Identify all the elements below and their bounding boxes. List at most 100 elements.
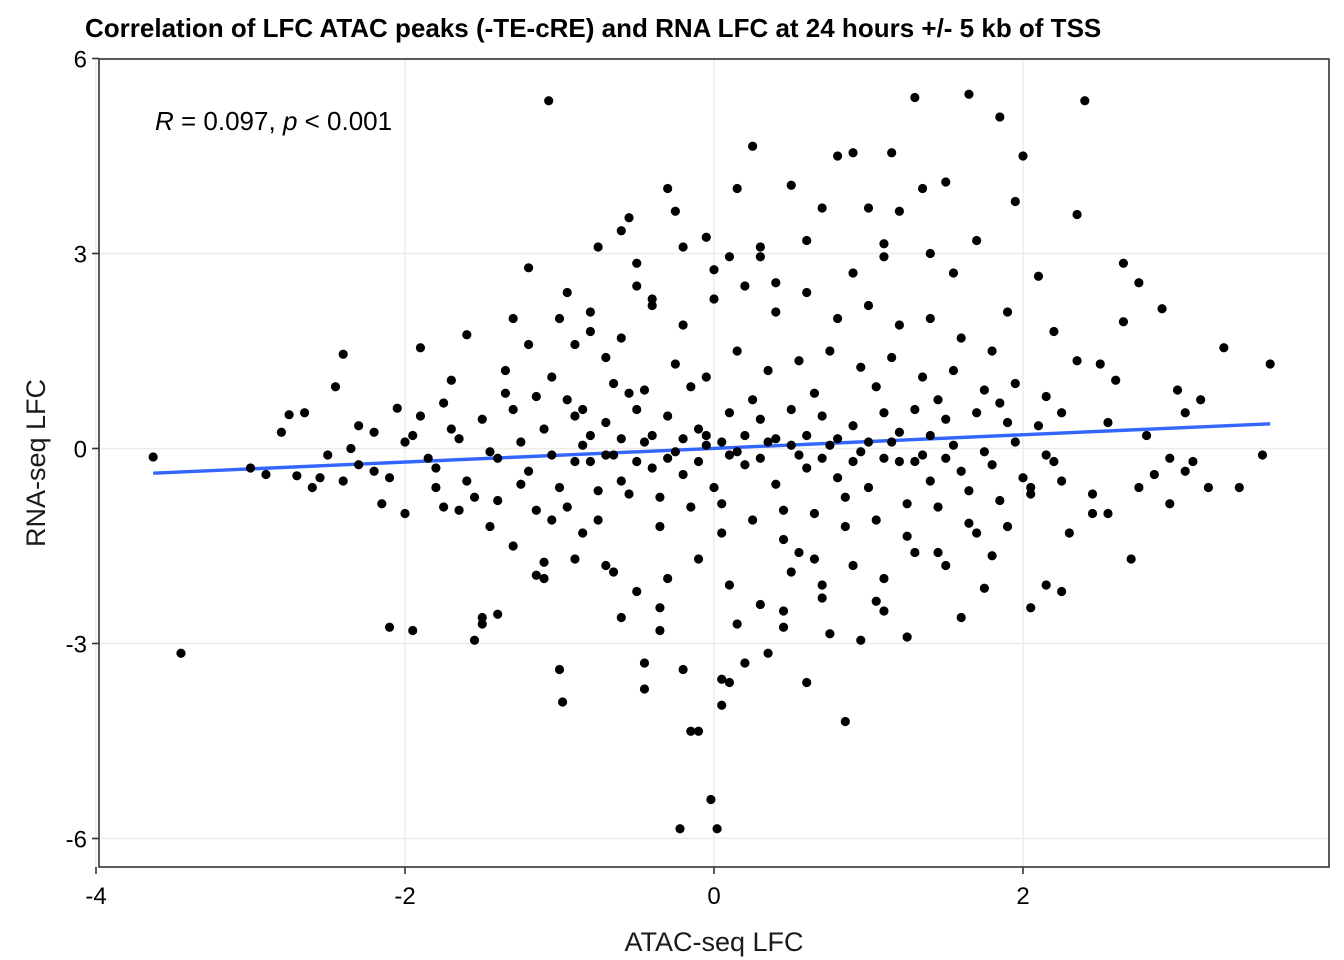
data-point — [678, 242, 688, 252]
data-point — [261, 469, 271, 480]
data-point — [902, 499, 912, 509]
data-point — [1010, 437, 1020, 447]
data-point — [655, 492, 665, 502]
axes: -4 -2 0 2 -6 -3 0 3 6 — [66, 47, 1030, 911]
data-point — [1180, 466, 1190, 476]
correlation-annotation: R = 0.097, p < 0.001 — [155, 106, 392, 136]
data-point — [802, 463, 812, 473]
data-point — [706, 794, 716, 805]
data-point — [917, 183, 928, 194]
data-point — [593, 242, 603, 252]
data-point — [717, 700, 727, 710]
data-point — [632, 586, 642, 597]
data-point — [825, 629, 835, 639]
data-point — [748, 141, 758, 151]
data-point — [547, 515, 557, 525]
data-point — [562, 287, 572, 298]
y-axis-title: RNA-seq LFC — [21, 379, 51, 547]
chart-title: Correlation of LFC ATAC peaks (-TE-cRE) … — [85, 13, 1101, 43]
data-point — [948, 440, 959, 450]
data-point — [516, 437, 526, 447]
data-point — [176, 648, 186, 658]
data-point — [848, 456, 858, 467]
data-point — [879, 606, 889, 616]
data-point — [500, 365, 511, 376]
data-point — [771, 479, 781, 489]
data-point — [948, 365, 959, 376]
r-symbol: R — [155, 106, 174, 136]
data-point — [833, 434, 843, 444]
data-point — [531, 391, 541, 402]
data-point — [717, 499, 727, 509]
data-point — [933, 502, 943, 512]
data-point — [292, 471, 302, 481]
data-point — [544, 96, 554, 106]
data-point — [794, 356, 804, 366]
data-point — [454, 505, 464, 515]
y-tick-label: 6 — [74, 47, 87, 74]
data-point — [585, 307, 596, 317]
data-point — [493, 609, 503, 619]
data-point — [245, 463, 256, 473]
data-point — [987, 460, 997, 470]
data-point — [439, 502, 449, 512]
data-point — [848, 560, 858, 571]
data-point — [493, 453, 503, 463]
data-point — [786, 567, 796, 577]
data-point — [276, 427, 286, 437]
data-point — [987, 346, 997, 356]
data-point — [701, 372, 711, 382]
data-point — [415, 411, 426, 421]
data-point — [1002, 521, 1013, 532]
data-point — [400, 437, 410, 447]
data-point — [539, 424, 549, 434]
data-point — [1087, 508, 1098, 519]
data-point — [856, 362, 866, 372]
data-point — [647, 294, 657, 304]
data-point — [1165, 453, 1175, 463]
data-point — [469, 492, 480, 502]
data-point — [469, 635, 480, 645]
data-point — [1126, 554, 1136, 564]
data-point — [709, 294, 719, 304]
data-point — [639, 684, 650, 694]
data-point — [1219, 343, 1229, 353]
data-point — [446, 375, 456, 385]
data-point — [925, 430, 935, 441]
data-point — [771, 434, 781, 444]
data-point — [1111, 375, 1121, 385]
data-point — [724, 408, 735, 418]
data-point — [863, 482, 874, 493]
x-tick-label: 0 — [707, 883, 720, 910]
data-point — [647, 430, 657, 441]
data-point — [941, 453, 951, 463]
data-point — [817, 580, 827, 590]
data-point — [678, 664, 688, 675]
data-point — [593, 486, 603, 496]
data-point — [338, 476, 348, 486]
data-point — [802, 677, 812, 688]
data-point — [524, 263, 534, 273]
data-point — [740, 658, 750, 668]
data-point — [1026, 603, 1036, 613]
data-point — [1041, 391, 1051, 402]
data-point — [431, 482, 441, 493]
data-point — [941, 177, 951, 187]
data-point — [979, 447, 989, 457]
data-point — [755, 599, 765, 610]
data-point — [964, 518, 974, 528]
data-point — [809, 388, 820, 398]
data-point — [748, 395, 758, 405]
data-point — [778, 534, 789, 545]
x-tick-label: -2 — [394, 883, 415, 910]
data-point — [562, 502, 572, 512]
y-tick-label: -6 — [66, 827, 87, 854]
data-point — [524, 466, 534, 476]
data-point — [330, 382, 341, 392]
data-point — [1033, 421, 1044, 431]
data-point — [400, 508, 410, 519]
data-point — [1234, 482, 1244, 493]
data-points — [148, 89, 1275, 834]
data-point — [817, 453, 827, 463]
data-point — [616, 333, 626, 343]
